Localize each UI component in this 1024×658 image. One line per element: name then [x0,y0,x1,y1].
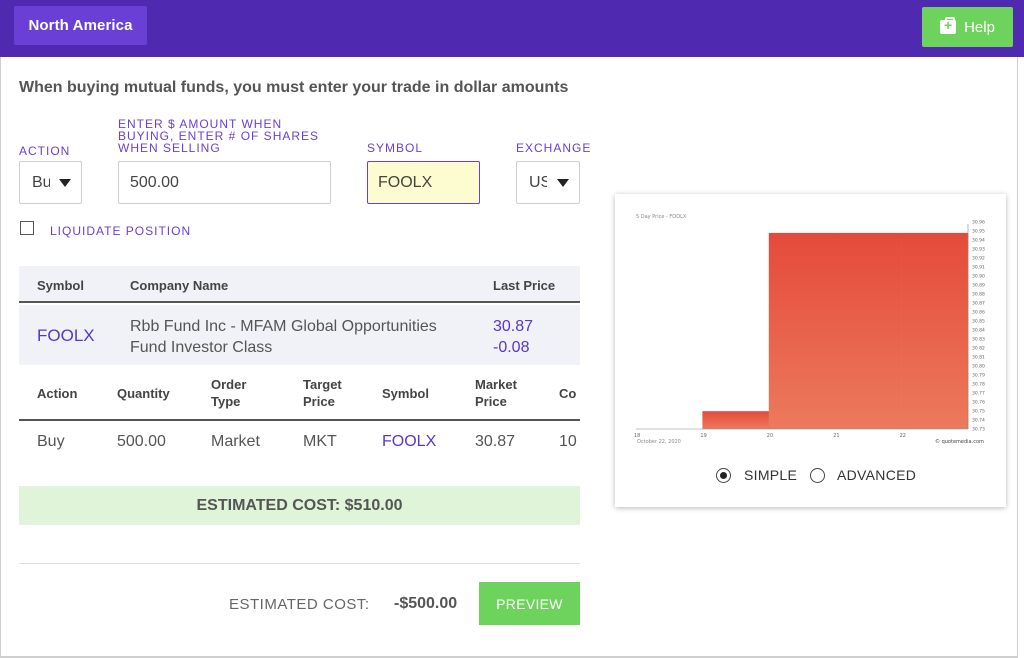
estimated-cost-value: -$500.00 [394,595,458,612]
order-target-price: MKT [303,433,337,450]
chart-y-tick-label: 30.78 [972,382,985,388]
chart-y-tick-label: 30.89 [972,283,985,289]
chart-y-tick-label: 30.79 [972,373,985,379]
order-symbol-link[interactable]: FOOLX [382,433,437,450]
chart-y-tick-label: 30.88 [972,292,985,298]
col-target-price: Target Price [303,377,342,409]
chart-area-step [702,411,770,429]
order-market-price: 30.87 [475,433,516,450]
quote-price: 30.87 -0.08 [493,316,533,358]
col-market-price: Market Price [475,377,517,409]
preview-button[interactable]: PREVIEW [479,582,580,625]
exchange-select-value: US [529,173,547,191]
symbol-input[interactable]: FOOLX [367,161,480,204]
chart-y-tick-label: 30.73 [972,427,985,433]
action-select-value: Buy [32,173,50,191]
order-row: Buy 500.00 Market MKT FOOLX 30.87 10 [19,423,580,461]
col-quantity: Quantity [117,386,170,401]
order-commission: 10 [559,433,577,450]
chart-y-tick-label: 30.92 [972,256,985,262]
chart-area-step [901,232,969,429]
chart-y-tick-label: 30.90 [972,274,985,280]
col-symbol: Symbol [37,278,84,293]
quote-change: -0.08 [493,339,530,356]
chart-x-tick-label: 19 [700,433,706,439]
col-action: Action [37,386,78,401]
price-chart-card: 5 Day Price - FOOLX 30.96 30.95 30.94 30.93… [615,194,1006,507]
advanced-mode-label[interactable]: ADVANCED [837,467,917,483]
chart-y-tick-label: 30.76 [972,400,985,406]
chart-x-tick-label: 20 [767,433,773,439]
simple-mode-label[interactable]: SIMPLE [744,467,798,483]
mutual-fund-notice: When buying mutual funds, you must enter… [19,79,569,96]
chart-y-tick-label: 30.74 [972,418,985,424]
col-symbol: Symbol [382,386,429,401]
chart-y-tick-label: 30.83 [972,337,985,343]
frame-border-bottom [0,656,1018,658]
quote-table-header: Symbol Company Name Last Price [19,266,580,303]
chart-y-tick-label: 30.87 [972,301,985,307]
advanced-mode-radio[interactable] [810,468,825,483]
order-quantity: 500.00 [117,433,166,450]
amount-label: ENTER $ AMOUNT WHEN BUYING, ENTER # OF S… [118,117,320,155]
quote-company-name: Rbb Fund Inc - MFAM Global Opportunities… [130,318,437,356]
action-label: ACTION [19,144,71,158]
order-table-header: Action Quantity Order Type Target Price … [19,367,580,421]
help-button[interactable]: Help [922,7,1013,47]
chart-x-sublabel: October 22, 2020 [637,439,681,445]
price-chart: 5 Day Price - FOOLX 30.96 30.95 30.94 30.93… [634,214,985,445]
amount-input[interactable]: 500.00 [118,161,331,204]
exchange-select[interactable]: US [516,161,580,204]
chart-y-tick-label: 30.75 [972,409,985,415]
region-button[interactable]: North America [14,6,147,45]
symbol-label: SYMBOL [367,141,424,155]
col-last-price: Last Price [493,278,556,293]
order-action: Buy [37,433,65,450]
estimated-cost-label: ESTIMATED COST: [229,596,370,613]
order-type: Market [211,433,260,450]
chart-y-tick-label: 30.91 [972,265,985,271]
chart-y-tick-label: 30.84 [972,328,985,334]
col-commission: Co [559,386,577,401]
liquidate-label[interactable]: LIQUIDATE POSITION [50,224,192,238]
chart-y-tick-label: 30.85 [972,319,985,325]
divider [19,563,580,564]
exchange-label: EXCHANGE [516,141,592,155]
chart-x-tick-label: 21 [833,433,839,439]
liquidate-checkbox[interactable] [20,221,34,235]
chart-y-tick-label: 30.86 [972,310,985,316]
top-bar: North America Help [0,0,1024,57]
caret-down-icon [59,179,71,187]
chart-y-tick-label: 30.96 [972,220,985,226]
chart-title: 5 Day Price - FOOLX [636,214,687,220]
quote-last-price: 30.87 [493,318,534,335]
estimated-cost-band: ESTIMATED COST: $510.00 [19,486,580,525]
chart-y-tick-label: 30.95 [972,229,985,235]
frame-border-left [0,57,1,658]
simple-mode-radio[interactable] [716,468,731,483]
chart-y-tick-label: 30.81 [972,355,985,361]
quote-row: FOOLX Rbb Fund Inc - MFAM Global Opportu… [19,305,580,365]
col-company-name: Company Name [130,278,229,293]
chart-y-tick-label: 30.80 [972,364,985,370]
chart-y-tick-label: 30.94 [972,238,985,244]
col-order-type: Order Type [211,377,247,409]
chart-area-step [835,232,902,429]
action-select[interactable]: Buy [19,161,82,204]
frame-border-right [1017,57,1018,658]
chart-y-tick-label: 30.93 [972,247,985,253]
chart-x-tick-label: 22 [900,433,906,439]
help-label: Help [964,18,995,36]
quote-symbol-link[interactable]: FOOLX [37,326,95,345]
chart-x-tick-label: 18 [634,433,640,439]
caret-down-icon [557,179,569,187]
chart-y-tick-label: 30.82 [972,346,985,352]
chart-credit: © quotemedia.com [935,438,984,445]
medkit-icon [940,17,957,34]
chart-y-tick-label: 30.77 [972,391,985,397]
chart-area-step [768,232,836,429]
